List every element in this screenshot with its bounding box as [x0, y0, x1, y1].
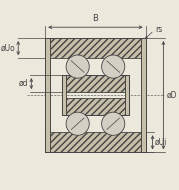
- Circle shape: [102, 112, 125, 135]
- Bar: [45, 132, 146, 152]
- Text: rs: rs: [155, 25, 162, 34]
- Text: øD: øD: [167, 91, 178, 100]
- Bar: [62, 75, 129, 92]
- Text: øUi: øUi: [155, 138, 167, 147]
- Bar: [45, 38, 146, 58]
- Circle shape: [66, 55, 89, 78]
- Text: ød: ød: [19, 79, 28, 88]
- Bar: [45, 38, 50, 152]
- Text: B: B: [93, 14, 98, 23]
- Bar: [50, 115, 141, 132]
- Bar: [141, 38, 146, 152]
- Bar: [62, 98, 129, 115]
- Text: øUo: øUo: [0, 44, 15, 53]
- Circle shape: [102, 55, 125, 78]
- Bar: [62, 75, 66, 115]
- Bar: [66, 38, 125, 152]
- Circle shape: [66, 112, 89, 135]
- Bar: [125, 75, 129, 115]
- Bar: [50, 58, 141, 75]
